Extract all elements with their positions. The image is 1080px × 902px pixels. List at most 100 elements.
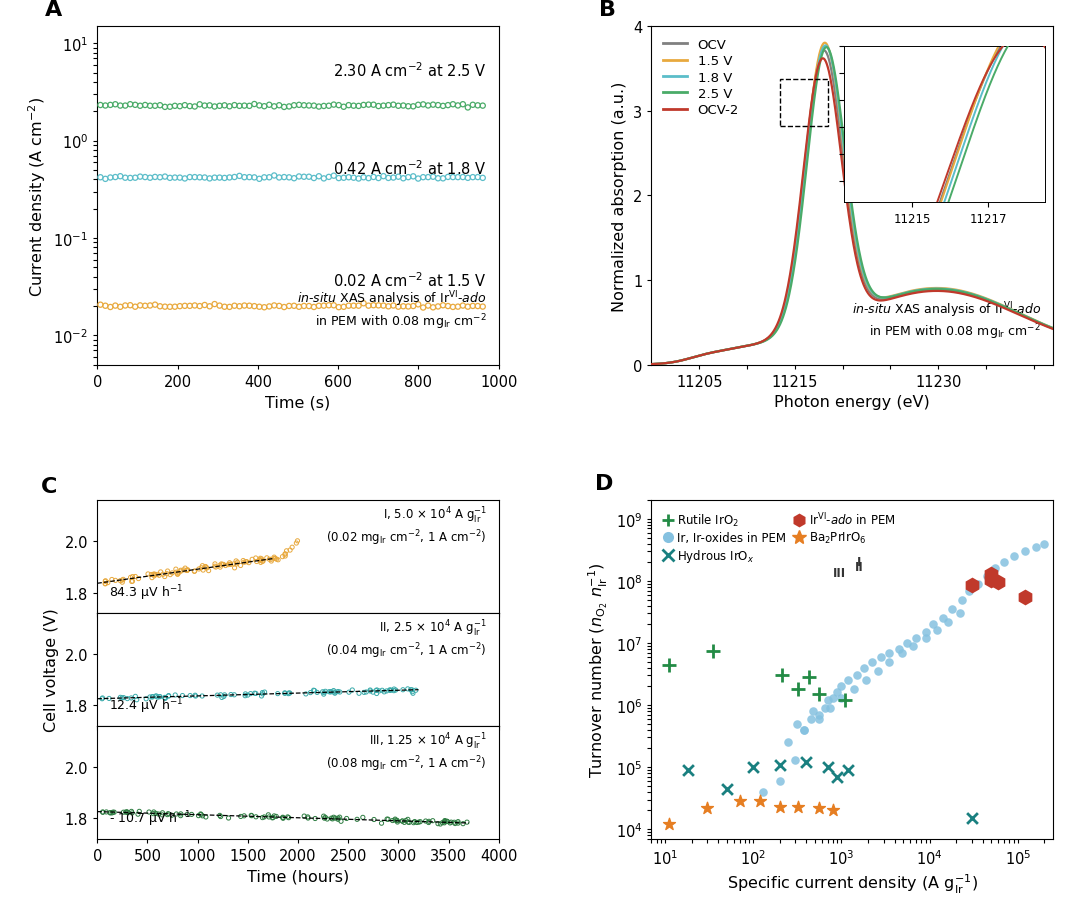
Point <box>771 758 788 772</box>
Point <box>96 575 113 589</box>
Point <box>819 760 836 775</box>
Point <box>191 299 208 314</box>
Point <box>419 99 436 114</box>
Point <box>122 299 139 313</box>
Point <box>192 561 210 575</box>
Point <box>415 98 432 113</box>
Point <box>172 100 189 115</box>
Point <box>215 689 232 704</box>
Point <box>141 171 159 186</box>
Text: B: B <box>599 0 617 20</box>
Point <box>300 299 318 314</box>
Point <box>315 99 333 114</box>
Point <box>435 815 453 830</box>
Point <box>186 565 203 579</box>
Point <box>330 171 348 186</box>
Point <box>327 686 345 700</box>
Point <box>786 753 804 768</box>
Point <box>282 543 299 557</box>
Point <box>434 299 451 313</box>
Point <box>176 561 193 575</box>
Point <box>186 564 203 578</box>
Point <box>384 299 402 313</box>
Point <box>235 170 253 185</box>
Point <box>986 561 1003 575</box>
Point <box>369 100 387 115</box>
Point <box>306 300 323 315</box>
Point <box>383 814 401 828</box>
Point <box>389 814 406 828</box>
Point <box>111 99 129 114</box>
Legend: Rutile IrO$_2$, Ir, Ir-oxides in PEM, Hydrous IrO$_x$, Ir$^{\rm VI}$-$\it{ado}$ : Rutile IrO$_2$, Ir, Ir-oxides in PEM, Hy… <box>658 507 900 569</box>
Point <box>130 572 147 586</box>
Point <box>216 300 233 315</box>
Point <box>960 584 977 598</box>
Point <box>828 769 846 784</box>
Point <box>107 170 124 185</box>
Point <box>132 299 149 313</box>
Point <box>162 567 179 582</box>
Point <box>235 299 253 313</box>
Point <box>315 809 333 824</box>
Point <box>436 815 454 829</box>
Point <box>145 567 162 582</box>
Point <box>350 172 367 187</box>
Point <box>153 805 171 820</box>
Point <box>405 170 422 184</box>
Point <box>126 300 144 315</box>
Point <box>216 99 233 114</box>
Point <box>269 686 286 701</box>
Point <box>863 655 880 669</box>
Point <box>321 685 338 699</box>
Point <box>228 554 245 568</box>
Point <box>424 98 442 113</box>
Point <box>235 556 253 570</box>
Point <box>384 98 402 113</box>
Point <box>211 299 228 314</box>
Point <box>190 562 207 576</box>
Point <box>811 687 828 702</box>
Point <box>295 299 312 314</box>
Point <box>141 690 159 704</box>
Point <box>354 810 372 824</box>
Point <box>181 688 199 703</box>
Point <box>147 567 164 582</box>
Point <box>382 683 400 697</box>
Point <box>192 807 210 822</box>
Point <box>444 98 461 113</box>
Point <box>934 612 951 626</box>
Point <box>94 805 111 819</box>
Point <box>858 674 875 688</box>
Point <box>129 693 146 707</box>
Point <box>123 805 140 820</box>
Point <box>225 557 242 572</box>
Point <box>198 561 215 575</box>
Point <box>166 688 184 703</box>
Point <box>291 170 308 185</box>
Point <box>288 534 306 548</box>
Point <box>113 574 131 588</box>
Point <box>254 555 271 569</box>
Point <box>237 555 254 569</box>
Point <box>161 100 178 115</box>
Point <box>151 99 168 114</box>
Point <box>780 735 797 750</box>
Point <box>284 540 301 555</box>
Point <box>837 693 854 707</box>
Point <box>150 807 167 822</box>
Point <box>355 170 373 185</box>
Point <box>307 812 324 826</box>
Point <box>276 549 294 564</box>
Point <box>260 810 278 824</box>
Text: 0.42 A cm$^{-2}$ at 1.8 V: 0.42 A cm$^{-2}$ at 1.8 V <box>334 159 487 178</box>
Point <box>322 685 339 699</box>
Point <box>92 170 109 185</box>
Point <box>907 631 924 646</box>
Point <box>186 100 203 115</box>
Point <box>281 100 298 115</box>
Point <box>97 574 114 588</box>
Point <box>434 99 451 114</box>
Point <box>168 567 186 582</box>
Point <box>178 563 195 577</box>
Point <box>266 299 283 313</box>
